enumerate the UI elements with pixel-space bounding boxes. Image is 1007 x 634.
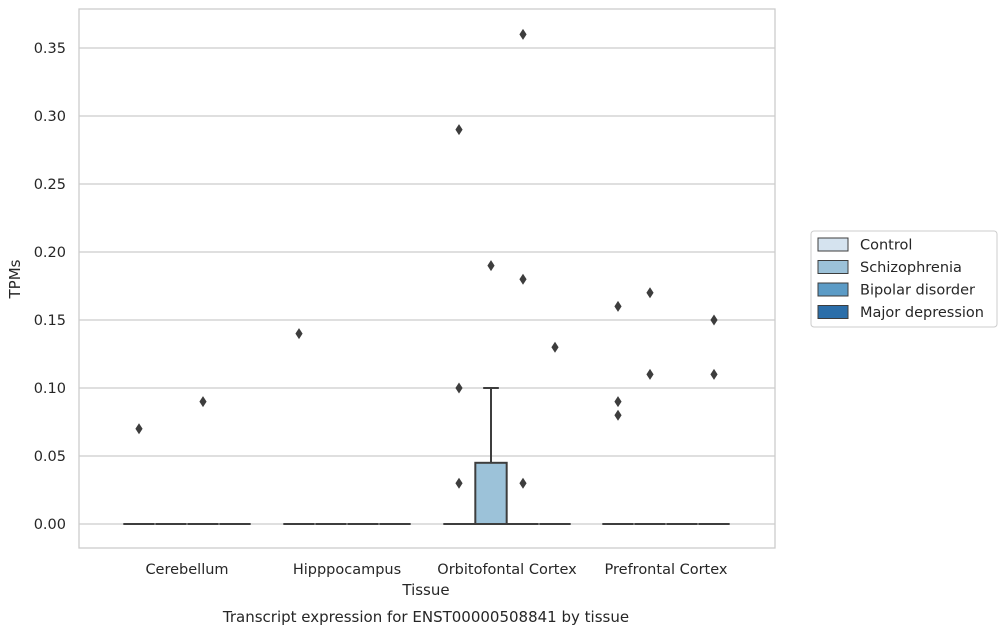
outlier-point <box>519 273 527 285</box>
outlier-point <box>455 477 463 489</box>
box-schizophrenia <box>474 387 508 525</box>
legend: Control Schizophrenia Bipolar disorder Majo… <box>810 230 998 328</box>
outlier-point <box>551 341 559 353</box>
outlier-point <box>455 124 463 136</box>
outlier-point <box>614 396 622 408</box>
y-tick-label: 0.35 <box>34 41 66 57</box>
y-tick-label: 0.20 <box>34 245 66 261</box>
x-tick-label: Hipppocampus <box>293 562 401 578</box>
outlier-point <box>487 260 495 272</box>
box-body <box>474 461 508 525</box>
x-axis-ticks: Cerebellum Hipppocampus Orbitofontal Corte… <box>145 562 727 578</box>
outlier-point <box>455 382 463 394</box>
legend-swatch <box>817 305 849 319</box>
legend-label: Schizophrenia <box>860 260 962 276</box>
y-tick-label: 0.25 <box>34 177 66 193</box>
outlier-point <box>199 396 207 408</box>
legend-swatch <box>817 260 849 274</box>
boxes <box>123 387 730 525</box>
outlier-point <box>295 328 303 340</box>
plot-area-frame <box>78 8 776 549</box>
legend-swatch <box>817 282 849 297</box>
y-axis-ticks: 0.00 0.05 0.10 0.15 0.20 0.25 0.30 0.35 <box>34 41 66 533</box>
gridlines <box>79 47 775 525</box>
chart-caption: Transcript expression for ENST0000050884… <box>222 608 629 626</box>
legend-frame <box>810 230 998 328</box>
x-tick-label: Cerebellum <box>145 562 228 578</box>
outlier-point <box>519 28 527 40</box>
legend-label: Bipolar disorder <box>860 283 975 299</box>
outlier-point <box>710 368 718 380</box>
legend-label: Major depression <box>860 305 984 321</box>
y-tick-label: 0.15 <box>34 313 66 329</box>
outlier-point <box>614 409 622 421</box>
y-tick-label: 0.30 <box>34 109 66 125</box>
outlier-point <box>646 287 654 299</box>
y-tick-label: 0.05 <box>34 449 66 465</box>
legend-label: Control <box>860 238 912 254</box>
legend-swatch <box>817 237 849 252</box>
x-tick-label: Orbitofontal Cortex <box>437 562 577 578</box>
y-tick-label: 0.00 <box>34 517 66 533</box>
x-tick-label: Prefrontal Cortex <box>605 562 728 578</box>
outlier-point <box>614 300 622 312</box>
outlier-point <box>646 368 654 380</box>
y-tick-label: 0.10 <box>34 381 66 397</box>
outlier-point <box>710 314 718 326</box>
x-axis-label: Tissue <box>401 581 449 599</box>
outlier-point <box>519 477 527 489</box>
outlier-point <box>135 423 143 435</box>
y-axis-label: TPMs <box>6 259 24 299</box>
outlier-points <box>135 28 718 489</box>
